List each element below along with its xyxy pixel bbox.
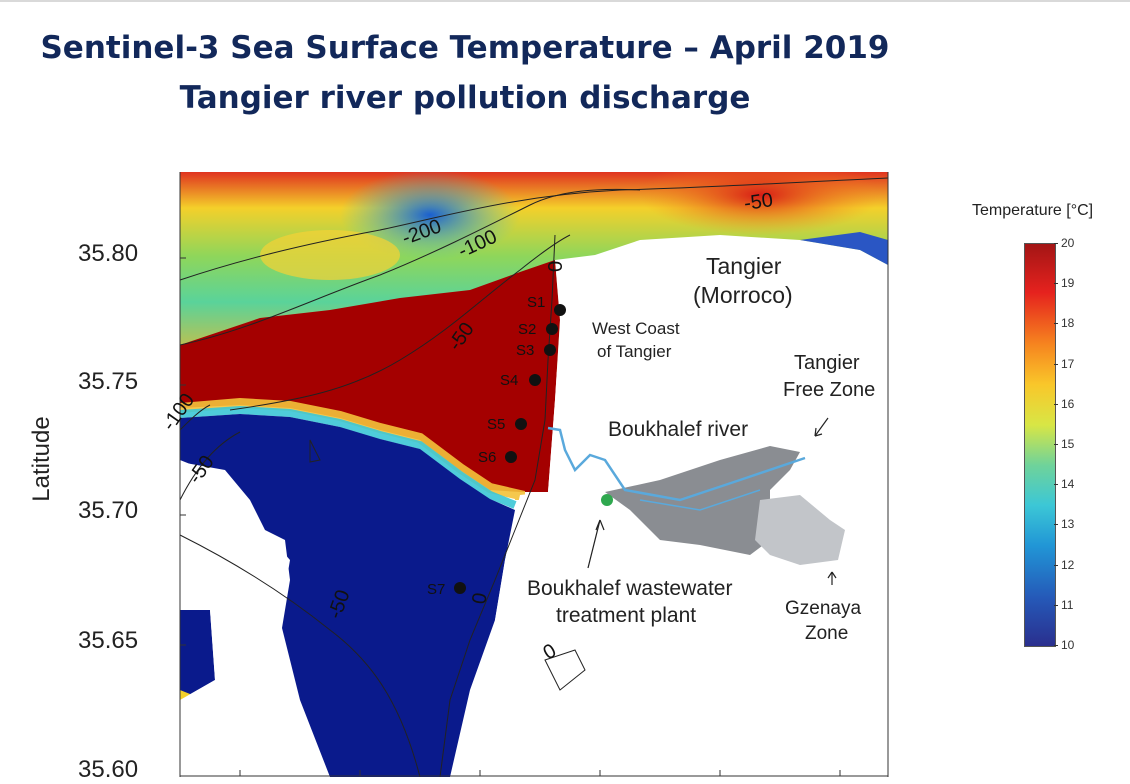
plant-label-2: treatment plant xyxy=(556,604,697,627)
land-west xyxy=(180,462,320,777)
river-label: Boukhalef river xyxy=(608,418,749,441)
gzenaya-label-1: Gzenaya xyxy=(785,598,862,619)
title-line-1: Sentinel-3 Sea Surface Temperature – Apr… xyxy=(40,30,890,66)
colorbar-tick-label: 12 xyxy=(1061,557,1075,572)
colorbar-tick-mark xyxy=(1054,403,1058,405)
free-zone-label-1: Tangier xyxy=(794,352,860,374)
gzenaya-area xyxy=(755,495,845,565)
west-coast-label-2: of Tangier xyxy=(597,342,672,361)
colorbar-tick-label: 13 xyxy=(1061,517,1075,532)
contour-label: -50 xyxy=(743,189,775,215)
colorbar-tick-mark xyxy=(1054,564,1058,566)
colorbar-tick-label: 16 xyxy=(1061,396,1075,411)
treatment-plant-marker xyxy=(601,494,613,506)
station-markers xyxy=(454,304,566,594)
contour-label: 0 xyxy=(468,591,492,606)
title-line-2: Tangier river pollution discharge xyxy=(179,80,751,116)
colorbar-tick-mark xyxy=(1054,363,1058,365)
colorbar-tick-mark xyxy=(1054,645,1058,646)
colorbar-tick-mark xyxy=(1054,243,1058,244)
lat-tick: 35.80 xyxy=(78,240,139,267)
city-label: Tangier xyxy=(706,253,782,279)
boukhalef-river xyxy=(547,426,806,502)
latitude-axis-title: Latitude xyxy=(28,416,55,502)
colorbar-title: Temperature [°C] xyxy=(972,202,1094,219)
station-labels: S1 S2 S3 S4 S5 S6 S7 xyxy=(427,294,545,598)
svg-text:S6: S6 xyxy=(478,449,496,466)
colorbar-tick-label: 11 xyxy=(1061,597,1074,612)
colorbar-tick-label: 17 xyxy=(1061,356,1075,371)
colorbar-tick-label: 14 xyxy=(1061,477,1075,492)
warm-patch xyxy=(640,172,880,235)
colorbar-tick-label: 20 xyxy=(1061,236,1075,250)
colorbar-tick-label: 19 xyxy=(1061,276,1075,291)
svg-text:S5: S5 xyxy=(487,416,505,433)
lat-tick: 35.70 xyxy=(78,497,139,524)
colorbar-tick-mark xyxy=(1054,444,1058,445)
colorbar-tick-label: 15 xyxy=(1061,437,1075,451)
contour-label: 0 xyxy=(545,261,567,272)
top-divider xyxy=(0,0,1130,2)
colorbar-tick-mark xyxy=(1054,484,1058,486)
lat-tick: 35.65 xyxy=(78,627,139,654)
colorbar-tick-mark xyxy=(1054,323,1058,325)
colorbar-tick-mark xyxy=(1054,524,1058,526)
colorbar-tick-label: 18 xyxy=(1061,316,1075,331)
lat-tick: 35.60 xyxy=(78,756,139,783)
free-zone-area xyxy=(605,446,800,555)
colorbar-tick-mark xyxy=(1054,283,1058,285)
west-coast-label-1: West Coast xyxy=(592,319,680,338)
lat-tick: 35.75 xyxy=(78,368,139,395)
colorbar-tick-label: 10 xyxy=(1061,638,1075,652)
svg-text:S7: S7 xyxy=(427,581,445,598)
cool-patch xyxy=(340,172,520,260)
gzenaya-label-2: Zone xyxy=(805,623,849,644)
axis-ticks xyxy=(180,257,841,776)
svg-text:S3: S3 xyxy=(516,342,534,359)
svg-text:S1: S1 xyxy=(527,294,545,311)
colorbar xyxy=(1024,243,1056,647)
svg-text:S2: S2 xyxy=(518,321,536,338)
colorbar-tick-mark xyxy=(1054,604,1058,606)
free-zone-label-2: Free Zone xyxy=(783,379,876,401)
svg-text:S4: S4 xyxy=(500,372,518,389)
plant-label-1: Boukhalef wastewater xyxy=(527,577,733,600)
country-label: (Morroco) xyxy=(693,282,793,308)
cold-water xyxy=(180,414,515,777)
